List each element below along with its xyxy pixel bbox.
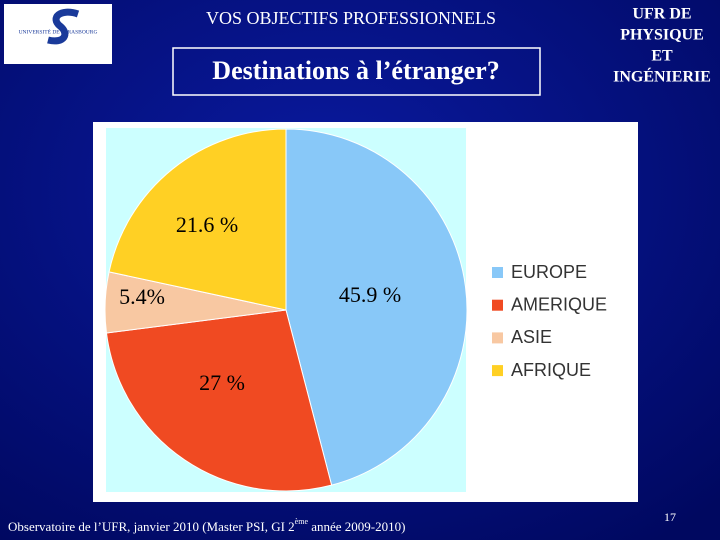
pie-slice: [105, 309, 333, 492]
logo-text: UNIVERSITÉ DE STRASBOURG: [19, 27, 98, 35]
pie-slice: [108, 128, 287, 311]
legend-label: AMERIQUE: [511, 294, 607, 314]
unit-line: INGÉNIERIE: [613, 67, 711, 86]
legend-swatch: [492, 365, 503, 377]
legend-swatch: [492, 299, 503, 311]
subtitle-box: [172, 47, 541, 96]
footer-text: année 2009-2010): [308, 519, 405, 534]
chart: 45.9 % 27 % 5.4% 21.6 % EUROPE AMERIQUE ASIE AF…: [104, 128, 607, 492]
subtitle: Destinations à l’étranger?: [212, 56, 499, 85]
header: VOS OBJECTIFS PROFESSIONNELS: [206, 8, 496, 28]
value-label: 45.9 %: [339, 282, 401, 307]
unit-name: UFR DE PHYSIQUE ET INGÉNIERIE: [613, 6, 711, 86]
footer-text: Observatoire de l’UFR, janvier 2010 (Mas…: [8, 519, 295, 534]
value-label: 27 %: [199, 370, 245, 395]
pie-slice: [285, 128, 468, 486]
unit-line: UFR DE: [632, 6, 691, 23]
legend-label: EUROPE: [511, 262, 587, 282]
logo: UNIVERSITÉ DE STRASBOURG: [4, 4, 112, 64]
page-number: 17: [664, 510, 676, 524]
value-label: 5.4%: [119, 284, 165, 309]
footer: Observatoire de l’UFR, janvier 2010 (Mas…: [8, 517, 405, 534]
unit-line: ET: [651, 48, 673, 65]
unit-line: PHYSIQUE: [620, 27, 704, 44]
logo-mark: [47, 8, 80, 45]
value-label: 21.6 %: [176, 212, 238, 237]
legend-label: AFRIQUE: [511, 360, 591, 380]
legend-label: ASIE: [511, 327, 552, 347]
legend-swatch: [492, 332, 503, 344]
footer-sup: ème: [295, 517, 309, 526]
legend-swatch: [492, 267, 503, 278]
